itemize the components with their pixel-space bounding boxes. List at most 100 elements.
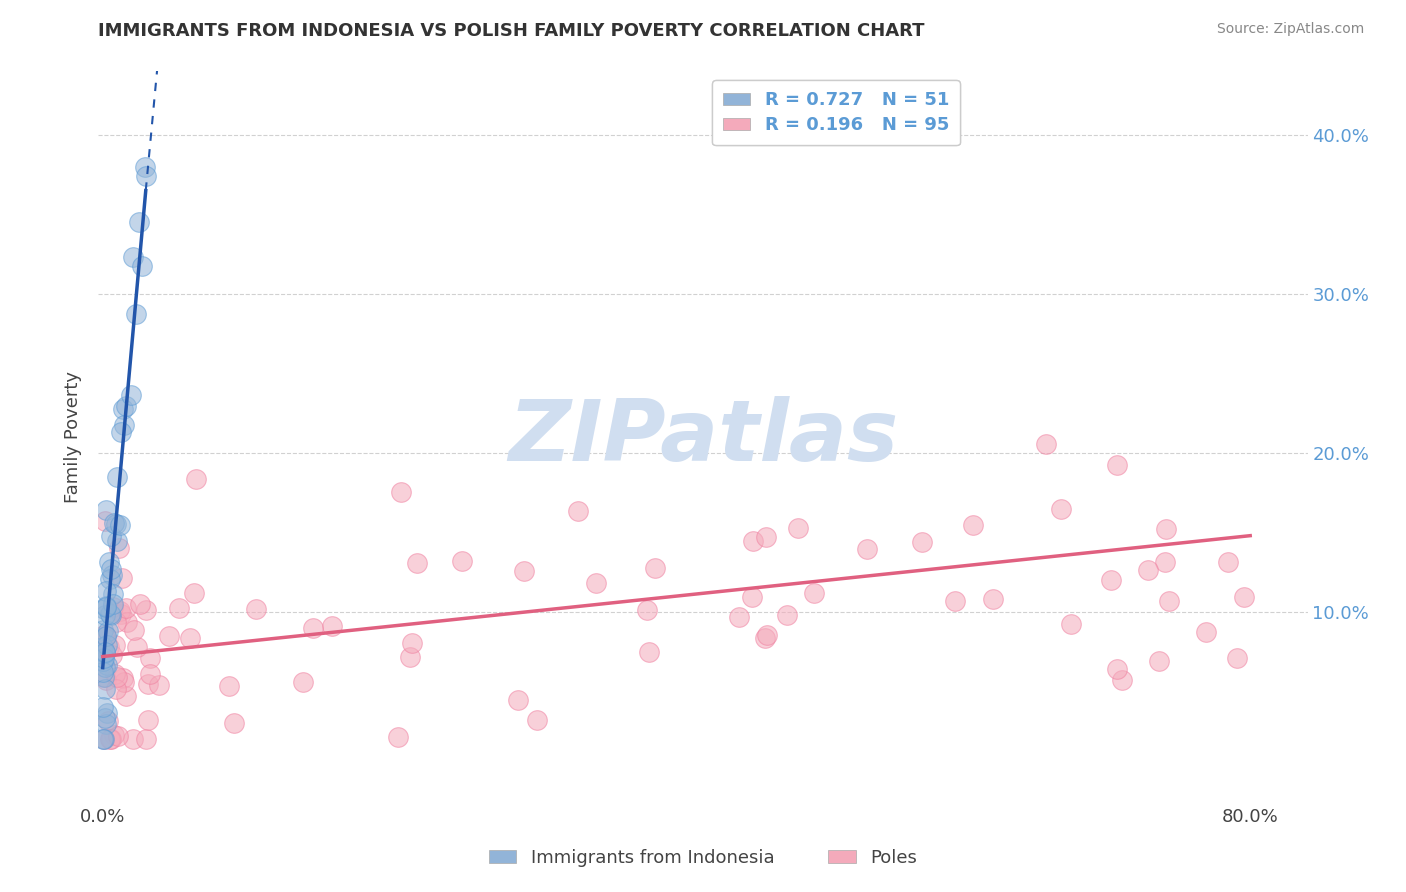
Point bbox=[389, 485, 412, 500]
Point bbox=[103, 516, 125, 530]
Point bbox=[776, 607, 799, 622]
Point bbox=[186, 471, 208, 485]
Point bbox=[786, 521, 808, 535]
Point bbox=[245, 602, 267, 616]
Point bbox=[98, 607, 121, 621]
Point bbox=[93, 660, 115, 674]
Point bbox=[93, 602, 115, 616]
Point bbox=[728, 610, 751, 624]
Point bbox=[135, 169, 157, 183]
Point bbox=[105, 682, 128, 697]
Point bbox=[94, 717, 117, 731]
Point bbox=[93, 732, 115, 747]
Point bbox=[104, 638, 127, 652]
Point bbox=[93, 645, 115, 659]
Point bbox=[105, 469, 128, 483]
Point bbox=[94, 503, 117, 517]
Legend: R = 0.727   N = 51, R = 0.196   N = 95: R = 0.727 N = 51, R = 0.196 N = 95 bbox=[713, 80, 960, 145]
Point bbox=[96, 706, 118, 720]
Point bbox=[1035, 437, 1057, 451]
Point bbox=[107, 541, 129, 555]
Point bbox=[97, 555, 120, 569]
Point bbox=[110, 607, 132, 621]
Point bbox=[1105, 458, 1128, 472]
Point bbox=[911, 535, 934, 549]
Point bbox=[105, 670, 128, 684]
Point bbox=[399, 650, 422, 665]
Point bbox=[139, 650, 162, 665]
Point bbox=[93, 628, 115, 642]
Point bbox=[115, 400, 138, 414]
Point bbox=[131, 259, 153, 273]
Point bbox=[111, 571, 134, 585]
Point bbox=[508, 692, 530, 706]
Point bbox=[100, 607, 122, 622]
Point bbox=[101, 587, 124, 601]
Point bbox=[91, 700, 114, 714]
Point bbox=[110, 425, 132, 439]
Point bbox=[120, 387, 142, 401]
Point bbox=[1154, 555, 1177, 569]
Point bbox=[94, 600, 117, 615]
Point bbox=[637, 644, 659, 658]
Point bbox=[755, 530, 778, 544]
Point bbox=[93, 643, 115, 657]
Point bbox=[117, 615, 139, 630]
Point bbox=[91, 640, 114, 655]
Point bbox=[1136, 562, 1159, 576]
Point bbox=[112, 675, 135, 690]
Legend: Immigrants from Indonesia, Poles: Immigrants from Indonesia, Poles bbox=[482, 842, 924, 874]
Point bbox=[122, 250, 145, 264]
Point bbox=[97, 714, 120, 728]
Point bbox=[742, 533, 765, 548]
Point bbox=[91, 665, 114, 679]
Point bbox=[451, 554, 474, 568]
Point bbox=[526, 714, 548, 728]
Point bbox=[93, 608, 115, 623]
Point bbox=[636, 602, 658, 616]
Point bbox=[96, 629, 118, 643]
Point bbox=[157, 630, 180, 644]
Point bbox=[96, 638, 118, 652]
Point bbox=[756, 628, 779, 642]
Point bbox=[644, 560, 666, 574]
Point bbox=[100, 567, 122, 582]
Point bbox=[94, 647, 117, 661]
Point bbox=[94, 681, 117, 696]
Point bbox=[114, 600, 136, 615]
Point bbox=[179, 632, 201, 646]
Point bbox=[111, 671, 134, 685]
Point bbox=[104, 517, 127, 532]
Point bbox=[128, 597, 150, 611]
Point bbox=[97, 624, 120, 639]
Point bbox=[803, 586, 825, 600]
Point bbox=[856, 542, 879, 557]
Point bbox=[567, 504, 589, 518]
Point bbox=[1147, 654, 1170, 668]
Point bbox=[292, 675, 315, 690]
Point bbox=[222, 716, 245, 731]
Point bbox=[93, 732, 115, 747]
Text: Source: ZipAtlas.com: Source: ZipAtlas.com bbox=[1216, 22, 1364, 37]
Point bbox=[91, 732, 114, 747]
Point bbox=[135, 603, 157, 617]
Point bbox=[112, 418, 135, 433]
Point bbox=[134, 160, 156, 174]
Point bbox=[101, 600, 124, 615]
Point bbox=[148, 678, 170, 692]
Point bbox=[98, 732, 121, 747]
Point bbox=[183, 585, 205, 599]
Point bbox=[387, 730, 409, 744]
Point bbox=[98, 640, 121, 654]
Point bbox=[741, 590, 763, 604]
Text: ZIPatlas: ZIPatlas bbox=[508, 395, 898, 479]
Point bbox=[98, 572, 121, 586]
Point bbox=[100, 562, 122, 576]
Point bbox=[321, 618, 343, 632]
Point bbox=[96, 599, 118, 613]
Point bbox=[125, 640, 148, 655]
Point bbox=[108, 518, 131, 533]
Point bbox=[91, 624, 114, 638]
Point bbox=[754, 631, 776, 645]
Point bbox=[101, 597, 124, 611]
